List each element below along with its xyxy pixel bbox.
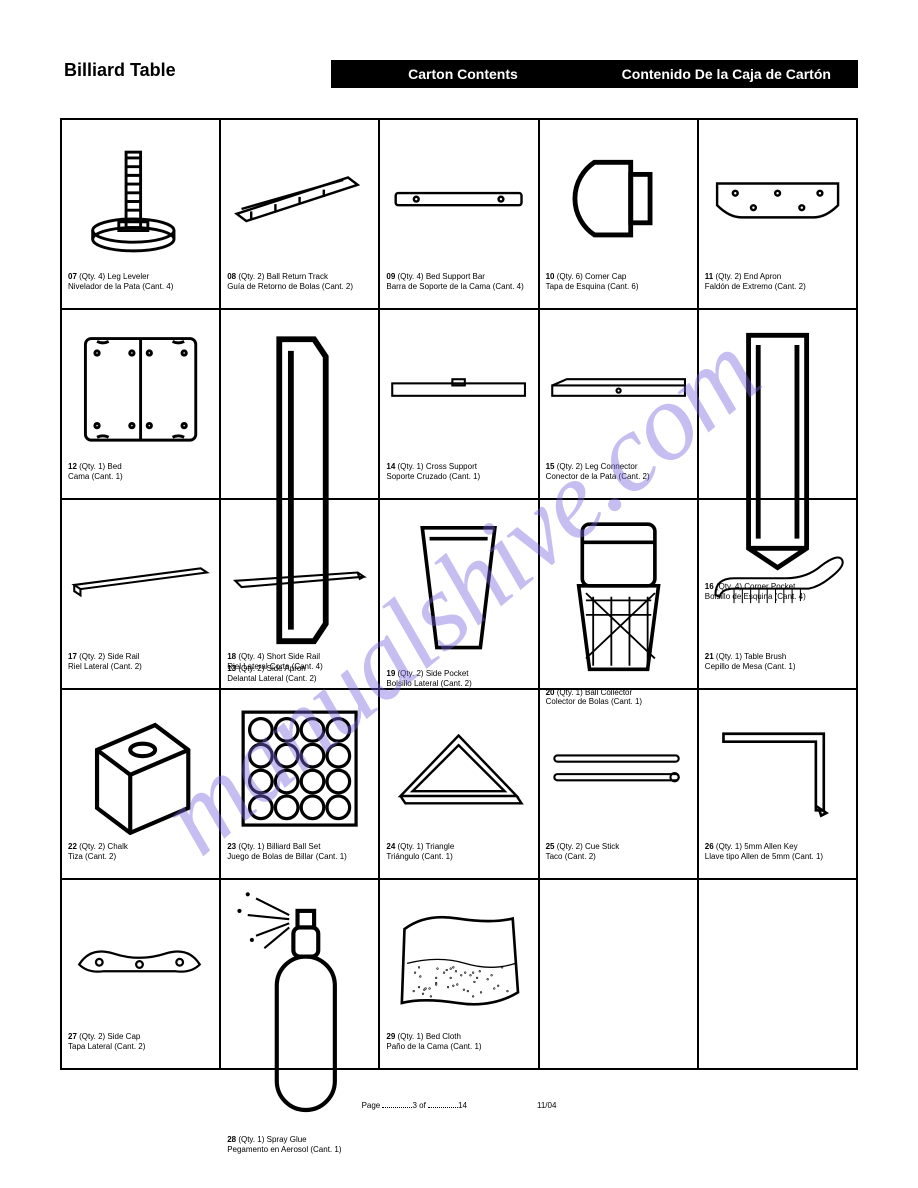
parts-grid: 07 (Qty. 4) Leg LevelerNivelador de la P… (60, 118, 858, 1070)
part-cell: 24 (Qty. 1) TriangleTriángulo (Cant. 1) (379, 689, 538, 879)
part-caption: 17 (Qty. 2) Side RailRiel Lateral (Cant.… (68, 652, 213, 682)
part-cell: 14 (Qty. 1) Cross SupportSoporte Cruzado… (379, 309, 538, 499)
part-icon (386, 696, 531, 842)
part-icon (386, 126, 531, 272)
part-cell: 07 (Qty. 4) Leg LevelerNivelador de la P… (61, 119, 220, 309)
subtitle-es: Contenido De la Caja de Cartón (595, 60, 858, 88)
part-icon (546, 316, 691, 462)
part-caption: 14 (Qty. 1) Cross SupportSoporte Cruzado… (386, 462, 531, 492)
part-caption: 24 (Qty. 1) TriangleTriángulo (Cant. 1) (386, 842, 531, 872)
part-icon (227, 126, 372, 272)
part-caption: 28 (Qty. 1) Spray GluePegamento en Aeros… (227, 1135, 372, 1165)
footer: Page 3 of 14 11/04 (60, 1101, 858, 1110)
part-caption: 18 (Qty. 4) Short Side RailRiel Lateral … (227, 652, 372, 682)
part-caption: 11 (Qty. 2) End ApronFaldón de Extremo (… (705, 272, 850, 302)
part-caption: 29 (Qty. 1) Bed ClothPaño de la Cama (Ca… (386, 1032, 531, 1062)
part-icon (546, 126, 691, 272)
part-caption: 15 (Qty. 2) Leg ConnectorConector de la … (546, 462, 691, 492)
page-indicator: Page 3 of 14 (362, 1101, 467, 1110)
part-cell: 19 (Qty. 2) Side PocketBolsillo Lateral … (379, 499, 538, 689)
part-cell: 16 (Qty. 4) Corner PocketBolsillo de Esq… (698, 309, 857, 499)
part-icon (705, 696, 850, 842)
part-caption: 25 (Qty. 2) Cue StickTaco (Cant. 2) (546, 842, 691, 872)
part-cell: 20 (Qty. 1) Ball CollectorColector de Bo… (539, 499, 698, 689)
part-cell: 11 (Qty. 2) End ApronFaldón de Extremo (… (698, 119, 857, 309)
part-icon (68, 696, 213, 842)
part-cell: 15 (Qty. 2) Leg ConnectorConector de la … (539, 309, 698, 499)
part-caption: 22 (Qty. 2) ChalkTiza (Cant. 2) (68, 842, 213, 872)
part-icon (227, 886, 372, 1135)
part-caption: 07 (Qty. 4) Leg LevelerNivelador de la P… (68, 272, 213, 302)
part-cell: 13 (Qty. 2) Side ApronDelantal Lateral (… (220, 309, 379, 499)
part-icon (386, 886, 531, 1032)
part-icon (68, 886, 213, 1032)
part-cell: 17 (Qty. 2) Side RailRiel Lateral (Cant.… (61, 499, 220, 689)
part-icon (68, 126, 213, 272)
part-caption: 09 (Qty. 4) Bed Support BarBarra de Sopo… (386, 272, 531, 302)
part-icon (227, 696, 372, 842)
part-cell: 21 (Qty. 1) Table BrushCepillo de Mesa (… (698, 499, 857, 689)
subtitle-en: Carton Contents (331, 60, 594, 88)
part-cell: 08 (Qty. 2) Ball Return TrackGuía de Ret… (220, 119, 379, 309)
title: Billiard Table (60, 60, 331, 88)
part-cell: 12 (Qty. 1) BedCama (Cant. 1) (61, 309, 220, 499)
empty-cell (539, 879, 698, 1069)
part-icon (68, 506, 213, 652)
part-caption: 26 (Qty. 1) 5mm Allen KeyLlave tipo Alle… (705, 842, 850, 872)
part-icon (227, 506, 372, 652)
part-cell: 26 (Qty. 1) 5mm Allen KeyLlave tipo Alle… (698, 689, 857, 879)
part-caption: 23 (Qty. 1) Billiard Ball SetJuego de Bo… (227, 842, 372, 872)
part-cell: 09 (Qty. 4) Bed Support BarBarra de Sopo… (379, 119, 538, 309)
part-cell: 28 (Qty. 1) Spray GluePegamento en Aeros… (220, 879, 379, 1069)
part-cell: 29 (Qty. 1) Bed ClothPaño de la Cama (Ca… (379, 879, 538, 1069)
part-caption: 27 (Qty. 2) Side CapTapa Lateral (Cant. … (68, 1032, 213, 1062)
part-cell: 22 (Qty. 2) ChalkTiza (Cant. 2) (61, 689, 220, 879)
footer-date: 11/04 (537, 1101, 556, 1110)
part-caption: 21 (Qty. 1) Table BrushCepillo de Mesa (… (705, 652, 850, 682)
part-cell: 10 (Qty. 6) Corner CapTapa de Esquina (C… (539, 119, 698, 309)
part-cell: 18 (Qty. 4) Short Side RailRiel Lateral … (220, 499, 379, 689)
part-icon (546, 506, 691, 688)
part-cell: 25 (Qty. 2) Cue StickTaco (Cant. 2) (539, 689, 698, 879)
header-bar: Billiard Table Carton Contents Contenido… (60, 60, 858, 88)
part-cell: 23 (Qty. 1) Billiard Ball SetJuego de Bo… (220, 689, 379, 879)
part-caption: 12 (Qty. 1) BedCama (Cant. 1) (68, 462, 213, 492)
part-icon (68, 316, 213, 462)
part-caption: 08 (Qty. 2) Ball Return TrackGuía de Ret… (227, 272, 372, 302)
part-icon (546, 696, 691, 842)
part-icon (705, 506, 850, 652)
part-icon (386, 506, 531, 669)
part-icon (386, 316, 531, 462)
empty-cell (698, 879, 857, 1069)
part-cell: 27 (Qty. 2) Side CapTapa Lateral (Cant. … (61, 879, 220, 1069)
part-caption: 10 (Qty. 6) Corner CapTapa de Esquina (C… (546, 272, 691, 302)
part-icon (705, 126, 850, 272)
